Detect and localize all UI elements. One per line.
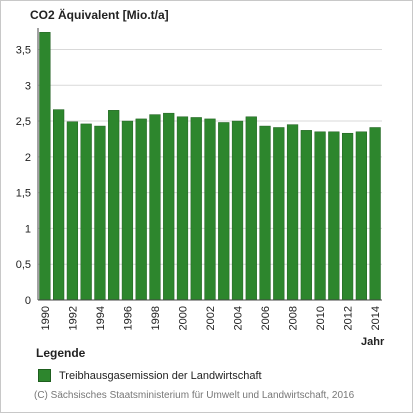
bar-1998[interactable]	[149, 114, 161, 301]
y-tick-label: 3,5	[16, 44, 31, 56]
x-tick-label: 2010	[315, 306, 327, 330]
bar-2010[interactable]	[314, 131, 326, 301]
bar-1993[interactable]	[80, 123, 92, 301]
x-tick-labels: 1990 1992 1994 1996 1998 2000 2002 2004 2006 2008…	[40, 306, 382, 330]
y-tick-label: 0,5	[16, 259, 31, 271]
axes	[37, 28, 382, 301]
bar-2014[interactable]	[369, 127, 381, 301]
legend-item[interactable]: Treibhausgasemission der Landwirtschaft	[38, 369, 262, 382]
x-tick-label: 2012	[343, 306, 355, 330]
bar-1997[interactable]	[135, 118, 147, 301]
bar-1995[interactable]	[108, 110, 120, 301]
y-tick-labels: 0 0,5 1 1,5 2 2,5 3 3,5	[16, 44, 31, 307]
x-tick-label: 1998	[150, 306, 162, 330]
x-axis-label: Jahr	[361, 336, 385, 348]
bar-2008[interactable]	[286, 124, 299, 301]
x-tick-label: 2002	[205, 306, 217, 330]
x-tick-label: 2006	[260, 306, 272, 330]
bar-1992[interactable]	[66, 121, 79, 301]
bar-1991[interactable]	[53, 109, 65, 301]
bar-2002[interactable]	[204, 118, 216, 301]
x-tick-label: 1996	[122, 306, 134, 330]
bars	[39, 32, 381, 301]
bar-2011[interactable]	[328, 131, 340, 301]
y-tick-label: 3	[25, 80, 31, 92]
legend-item-label: Treibhausgasemission der Landwirtschaft	[59, 369, 262, 382]
bar-2009[interactable]	[300, 130, 312, 301]
bar-1996[interactable]	[121, 120, 134, 301]
bar-1990[interactable]	[39, 32, 51, 301]
legend-swatch	[38, 369, 51, 382]
x-tick-label: 2014	[370, 306, 382, 330]
chart-title: CO2 Äquivalent [Mio.t/a]	[30, 8, 169, 22]
x-tick-label: 1994	[95, 306, 107, 330]
x-tick-label: 2004	[233, 306, 245, 330]
bar-1994[interactable]	[94, 125, 106, 301]
y-tick-label: 2,5	[16, 116, 31, 128]
x-tick-label: 1992	[67, 306, 79, 330]
y-tick-label: 1,5	[16, 188, 31, 200]
x-tick-label: 1990	[40, 306, 52, 330]
bar-2005[interactable]	[245, 116, 257, 301]
bar-2003[interactable]	[218, 122, 230, 301]
x-tick-label: 2008	[288, 306, 300, 330]
y-tick-label: 1	[25, 223, 31, 235]
y-tick-label: 0	[25, 295, 31, 307]
y-tick-label: 2	[25, 152, 31, 164]
legend-heading: Legende	[36, 346, 86, 360]
bar-2007[interactable]	[273, 127, 285, 301]
bar-1999[interactable]	[163, 112, 175, 301]
bar-2000[interactable]	[176, 116, 189, 301]
bar-2012[interactable]	[341, 132, 354, 301]
bar-2001[interactable]	[190, 117, 202, 301]
copyright-footer: (C) Sächsisches Staatsministerium für Um…	[34, 390, 355, 401]
bar-2006[interactable]	[259, 125, 271, 301]
x-tick-label: 2000	[177, 306, 189, 330]
bar-2004[interactable]	[231, 120, 244, 301]
bar-2013[interactable]	[355, 131, 367, 301]
